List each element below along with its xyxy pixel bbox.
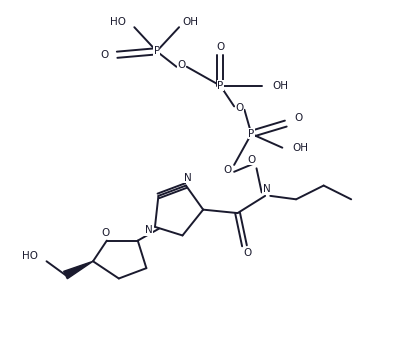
Text: HO: HO	[110, 17, 126, 27]
Text: O: O	[235, 103, 244, 113]
Text: O: O	[100, 50, 109, 60]
Text: OH: OH	[293, 143, 308, 153]
Text: OH: OH	[183, 17, 198, 27]
Text: P: P	[217, 81, 223, 91]
Text: N: N	[263, 184, 271, 194]
Text: OH: OH	[272, 81, 288, 91]
Text: HO: HO	[22, 251, 38, 261]
Text: N: N	[145, 225, 152, 235]
Text: O: O	[216, 42, 225, 52]
Text: N: N	[184, 173, 192, 183]
Text: O: O	[247, 155, 255, 165]
Text: P: P	[248, 129, 255, 139]
Text: O: O	[101, 228, 109, 238]
Text: P: P	[154, 46, 160, 56]
Polygon shape	[64, 261, 93, 279]
Text: O: O	[177, 60, 186, 70]
Text: O: O	[223, 165, 231, 175]
Text: O: O	[294, 113, 303, 124]
Text: O: O	[244, 248, 252, 258]
